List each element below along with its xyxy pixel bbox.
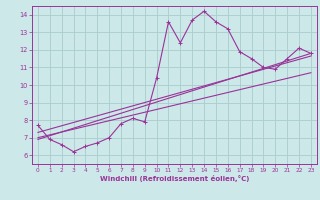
X-axis label: Windchill (Refroidissement éolien,°C): Windchill (Refroidissement éolien,°C) [100,175,249,182]
